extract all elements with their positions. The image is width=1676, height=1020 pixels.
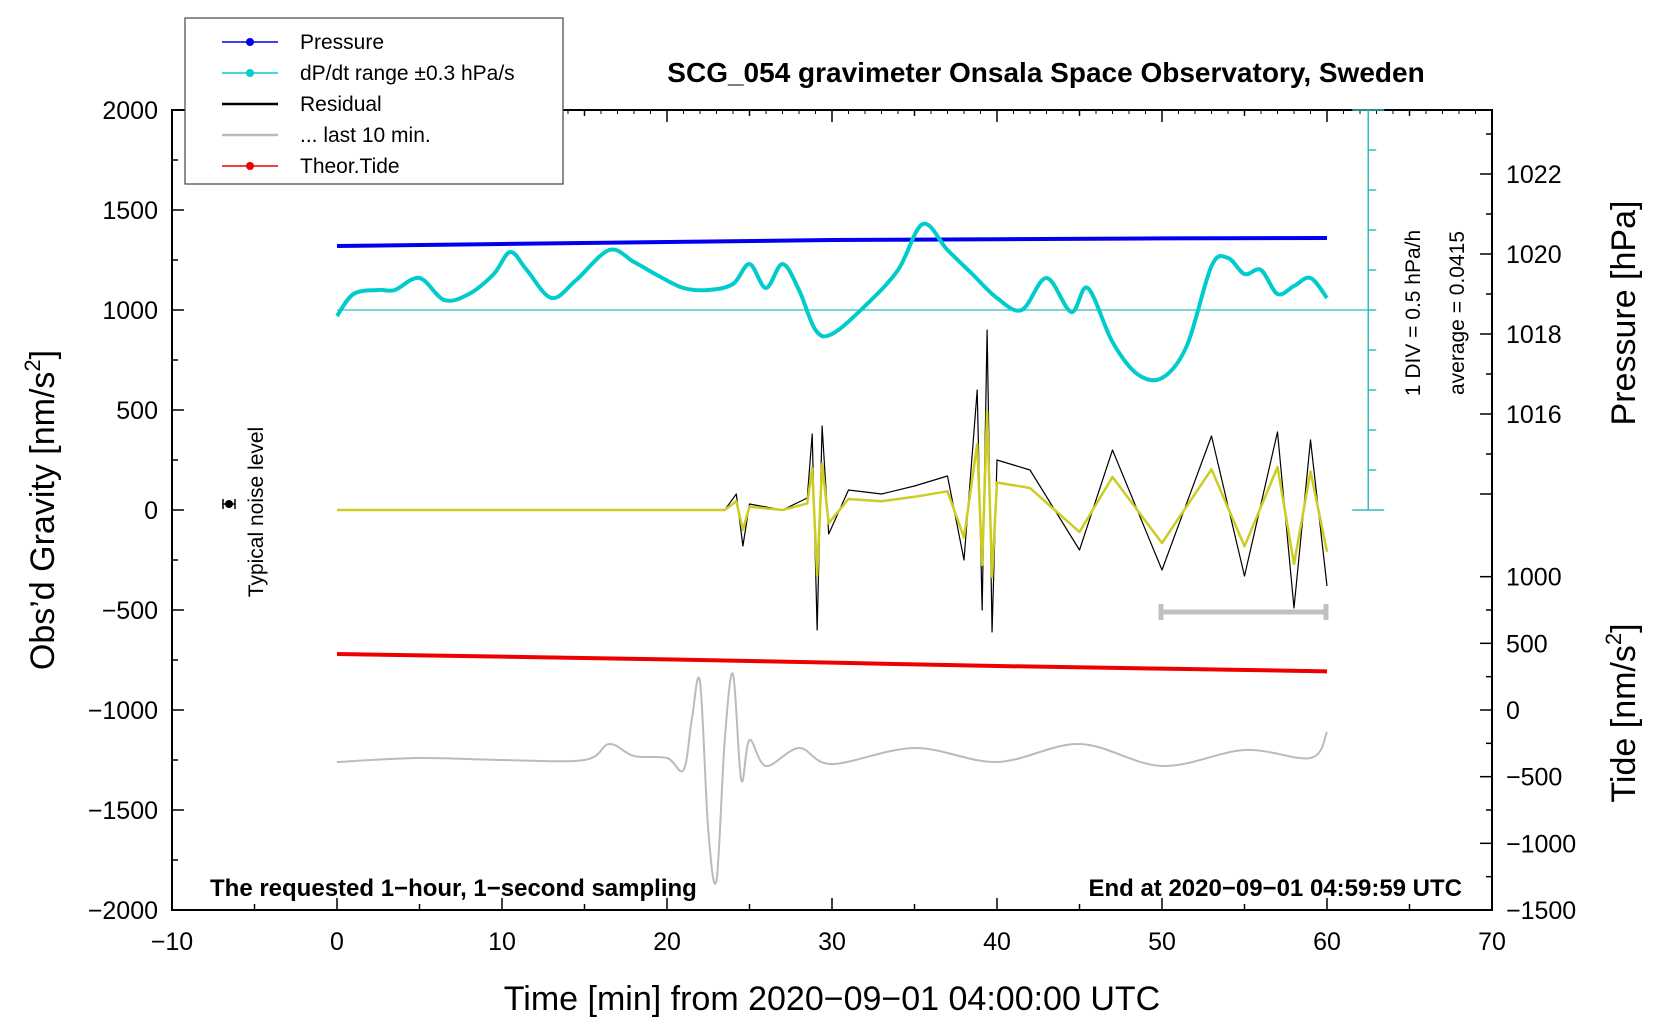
x-tick-label: −10 bbox=[151, 928, 193, 956]
y-tick-label-left: 500 bbox=[116, 397, 158, 425]
pressure-axis-title: Pressure [hPa] bbox=[1605, 201, 1643, 426]
legend-label: Theor.Tide bbox=[300, 155, 400, 178]
legend-marker bbox=[246, 69, 254, 77]
series-line-residual-filtered bbox=[337, 409, 1329, 579]
noise-level-label: Typical noise level bbox=[245, 427, 268, 597]
x-tick-label: 40 bbox=[983, 928, 1011, 956]
tide-axis-title-main: Tide [nm/s bbox=[1605, 645, 1643, 802]
chart-title: SCG_054 gravimeter Onsala Space Observat… bbox=[667, 57, 1424, 88]
tide-axis-title-end: ] bbox=[1605, 623, 1643, 632]
pressure-tick-label: 1020 bbox=[1506, 241, 1562, 269]
x-axis-title: Time [min] from 2020−09−01 04:00:00 UTC bbox=[504, 980, 1160, 1018]
series-line-pressure bbox=[336, 236, 1328, 248]
y-tick-label-left: 0 bbox=[144, 497, 158, 525]
series-layer bbox=[335, 221, 1329, 885]
series-line-dp-dt-range-0-3-hpa-s bbox=[335, 221, 1329, 383]
scale-label-div: 1 DIV = 0.5 hPa/h bbox=[1402, 230, 1425, 396]
y-tick-label-left: −2000 bbox=[88, 897, 158, 925]
left-axis-title-sup: 2 bbox=[20, 359, 45, 371]
left-axis-ticks: 2000 1500 1000 500 0 −500 −1000 −1500 −2000 bbox=[88, 97, 184, 925]
tide-tick-label: 1000 bbox=[1506, 564, 1562, 592]
series-line-last-10-min bbox=[336, 672, 1328, 885]
left-axis-title: Obs’d Gravity [nm/s2] bbox=[20, 350, 62, 670]
y-tick-label-left: −1500 bbox=[88, 797, 158, 825]
y-tick-label-left: 2000 bbox=[102, 97, 158, 125]
tide-axis-ticks: 1000 500 0 −500 −1000 −1500 bbox=[1480, 564, 1576, 925]
legend-label: Residual bbox=[300, 93, 382, 116]
x-axis-ticks: −10 0 10 20 30 40 50 60 70 bbox=[151, 110, 1506, 956]
legend-label: ... last 10 min. bbox=[300, 124, 431, 147]
x-tick-label: 0 bbox=[330, 928, 344, 956]
tide-tick-label: −1000 bbox=[1506, 830, 1576, 858]
legend-label: Pressure bbox=[300, 31, 384, 54]
pressure-tick-label: 1018 bbox=[1506, 321, 1562, 349]
x-tick-label: 20 bbox=[653, 928, 681, 956]
tide-tick-label: 500 bbox=[1506, 630, 1548, 658]
series-line-residual bbox=[337, 329, 1328, 633]
legend: Pressure dP/dt range ±0.3 hPa/s Residual..… bbox=[184, 17, 564, 185]
tide-tick-label: −1500 bbox=[1506, 897, 1576, 925]
end-time-note: End at 2020−09−01 04:59:59 UTC bbox=[1088, 875, 1462, 902]
x-tick-label: 60 bbox=[1313, 928, 1341, 956]
noise-level-marker bbox=[222, 499, 236, 509]
pressure-axis-ticks: 1022 1020 1018 1016 bbox=[1480, 133, 1562, 495]
tide-axis-title: Tide [nm/s2] bbox=[1601, 623, 1643, 802]
tide-tick-label: −500 bbox=[1506, 764, 1562, 792]
tide-axis-title-sup: 2 bbox=[1601, 633, 1626, 645]
y-tick-label-left: 1000 bbox=[102, 297, 158, 325]
series-line-theor-tide bbox=[336, 652, 1328, 674]
last-10-min-bar bbox=[1158, 604, 1329, 620]
y-tick-label-left: −500 bbox=[102, 597, 158, 625]
x-tick-label: 70 bbox=[1478, 928, 1506, 956]
left-axis-title-main: Obs’d Gravity [nm/s bbox=[24, 372, 62, 671]
legend-label: dP/dt range ±0.3 hPa/s bbox=[300, 62, 515, 85]
tide-tick-label: 0 bbox=[1506, 697, 1520, 725]
legend-marker bbox=[246, 38, 254, 46]
pressure-tick-label: 1016 bbox=[1506, 401, 1562, 429]
legend-marker bbox=[246, 162, 254, 170]
legend-box bbox=[184, 17, 564, 185]
left-axis-title-end: ] bbox=[24, 350, 62, 359]
y-tick-label-left: 1500 bbox=[102, 197, 158, 225]
x-tick-label: 30 bbox=[818, 928, 846, 956]
x-tick-label: 50 bbox=[1148, 928, 1176, 956]
pressure-tick-label: 1022 bbox=[1506, 161, 1562, 189]
x-tick-label: 10 bbox=[488, 928, 516, 956]
sampling-note: The requested 1−hour, 1−second sampling bbox=[210, 875, 697, 902]
scale-label-average: average = 0.0415 bbox=[1446, 231, 1469, 395]
y-tick-label-left: −1000 bbox=[88, 697, 158, 725]
